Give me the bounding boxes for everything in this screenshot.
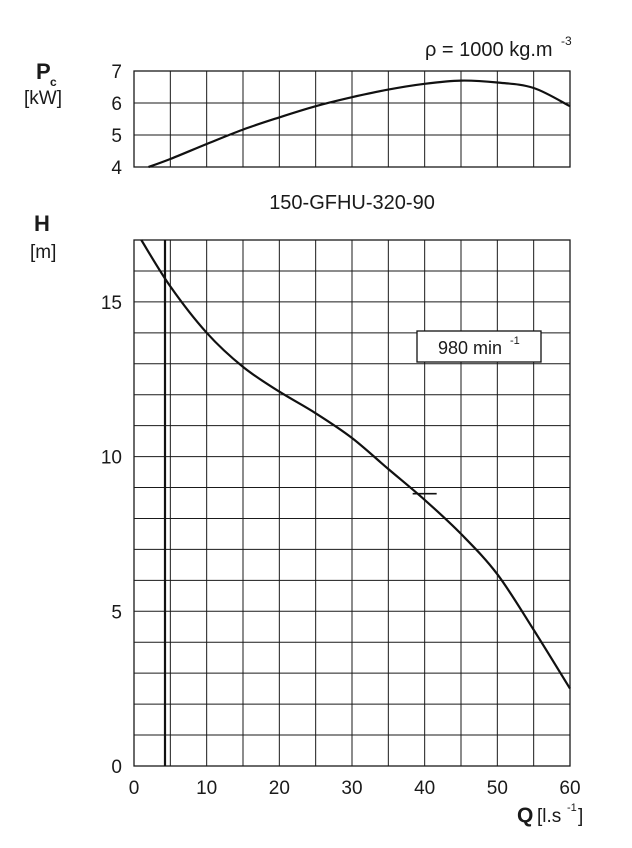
head-axis-unit: [m]	[30, 242, 56, 263]
power-y-tick-label: 4	[111, 158, 122, 179]
flow-axis-bracket: ]	[578, 806, 583, 827]
head-x-tick-label: 50	[487, 778, 508, 799]
head-y-tick-label: 10	[101, 448, 122, 469]
flow-axis-unit: [l.s	[537, 806, 561, 827]
power-axis-symbol: P	[36, 59, 51, 84]
flow-axis-symbol: Q	[517, 804, 533, 827]
head-curve	[140, 239, 571, 690]
power-y-tick-label: 5	[111, 126, 122, 147]
head-x-tick-label: 40	[414, 778, 435, 799]
power-axis-unit: [kW]	[24, 88, 62, 109]
power-y-tick-label: 6	[111, 94, 122, 115]
power-y-tick-label: 7	[111, 62, 122, 83]
head-grid	[134, 240, 570, 766]
head-y-tick-label: 15	[101, 293, 122, 314]
speed-label: 980 min	[438, 338, 502, 358]
head-x-tick-label: 10	[196, 778, 217, 799]
head-x-tick-label: 20	[269, 778, 290, 799]
head-x-ticks: 0 10 20 30 40 50 60	[129, 778, 581, 799]
power-grid	[134, 71, 570, 167]
head-x-tick-label: 60	[559, 778, 580, 799]
head-x-tick-label: 30	[341, 778, 362, 799]
density-annotation: ρ = 1000 kg.m	[425, 39, 553, 61]
head-y-tick-label: 5	[111, 602, 122, 623]
head-plot-frame	[133, 239, 571, 767]
head-y-ticks: 0 5 10 15	[101, 293, 122, 778]
head-y-tick-label: 0	[111, 757, 122, 778]
flow-axis-exponent: -1	[567, 802, 577, 814]
power-y-ticks: 4 5 6 7	[111, 62, 122, 179]
density-annotation-exponent: -3	[561, 34, 572, 48]
head-axis-symbol: H	[34, 211, 50, 236]
power-chart: 4 5 6 7 P c [kW] ρ = 1000 kg.m -3	[24, 34, 572, 179]
power-axis-subscript: c	[50, 75, 57, 89]
head-x-tick-label: 0	[129, 778, 140, 799]
power-curve	[148, 79, 571, 169]
pump-model-title: 150-GFHU-320-90	[269, 192, 435, 214]
speed-label-exponent: -1	[510, 335, 520, 347]
speed-label-box	[416, 330, 542, 363]
power-plot-frame	[133, 70, 571, 168]
